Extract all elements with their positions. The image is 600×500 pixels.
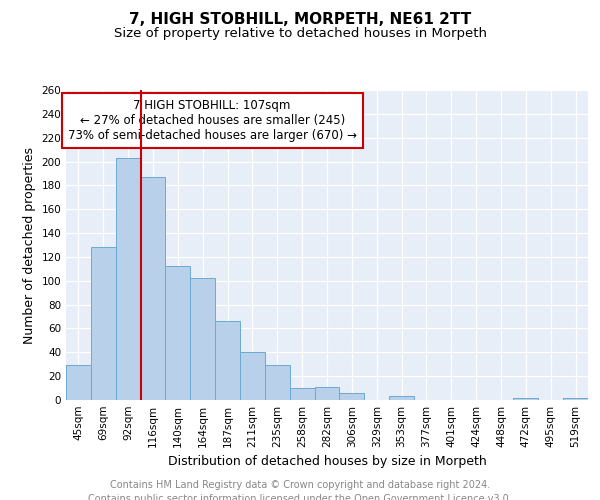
Bar xyxy=(389,396,414,400)
Bar xyxy=(66,366,91,400)
Bar xyxy=(290,388,314,400)
Bar xyxy=(166,266,190,400)
Bar xyxy=(116,158,140,400)
Bar xyxy=(563,398,588,400)
Bar xyxy=(215,322,240,400)
Bar xyxy=(140,177,166,400)
Y-axis label: Number of detached properties: Number of detached properties xyxy=(23,146,36,344)
Bar xyxy=(314,387,340,400)
Text: 7 HIGH STOBHILL: 107sqm
← 27% of detached houses are smaller (245)
73% of semi-d: 7 HIGH STOBHILL: 107sqm ← 27% of detache… xyxy=(68,100,356,142)
Bar xyxy=(190,278,215,400)
Bar xyxy=(340,393,364,400)
Bar xyxy=(91,248,116,400)
Text: Size of property relative to detached houses in Morpeth: Size of property relative to detached ho… xyxy=(113,28,487,40)
X-axis label: Distribution of detached houses by size in Morpeth: Distribution of detached houses by size … xyxy=(167,456,487,468)
Bar xyxy=(240,352,265,400)
Bar xyxy=(265,366,290,400)
Text: Contains HM Land Registry data © Crown copyright and database right 2024.
Contai: Contains HM Land Registry data © Crown c… xyxy=(88,480,512,500)
Bar xyxy=(514,398,538,400)
Text: 7, HIGH STOBHILL, MORPETH, NE61 2TT: 7, HIGH STOBHILL, MORPETH, NE61 2TT xyxy=(129,12,471,28)
